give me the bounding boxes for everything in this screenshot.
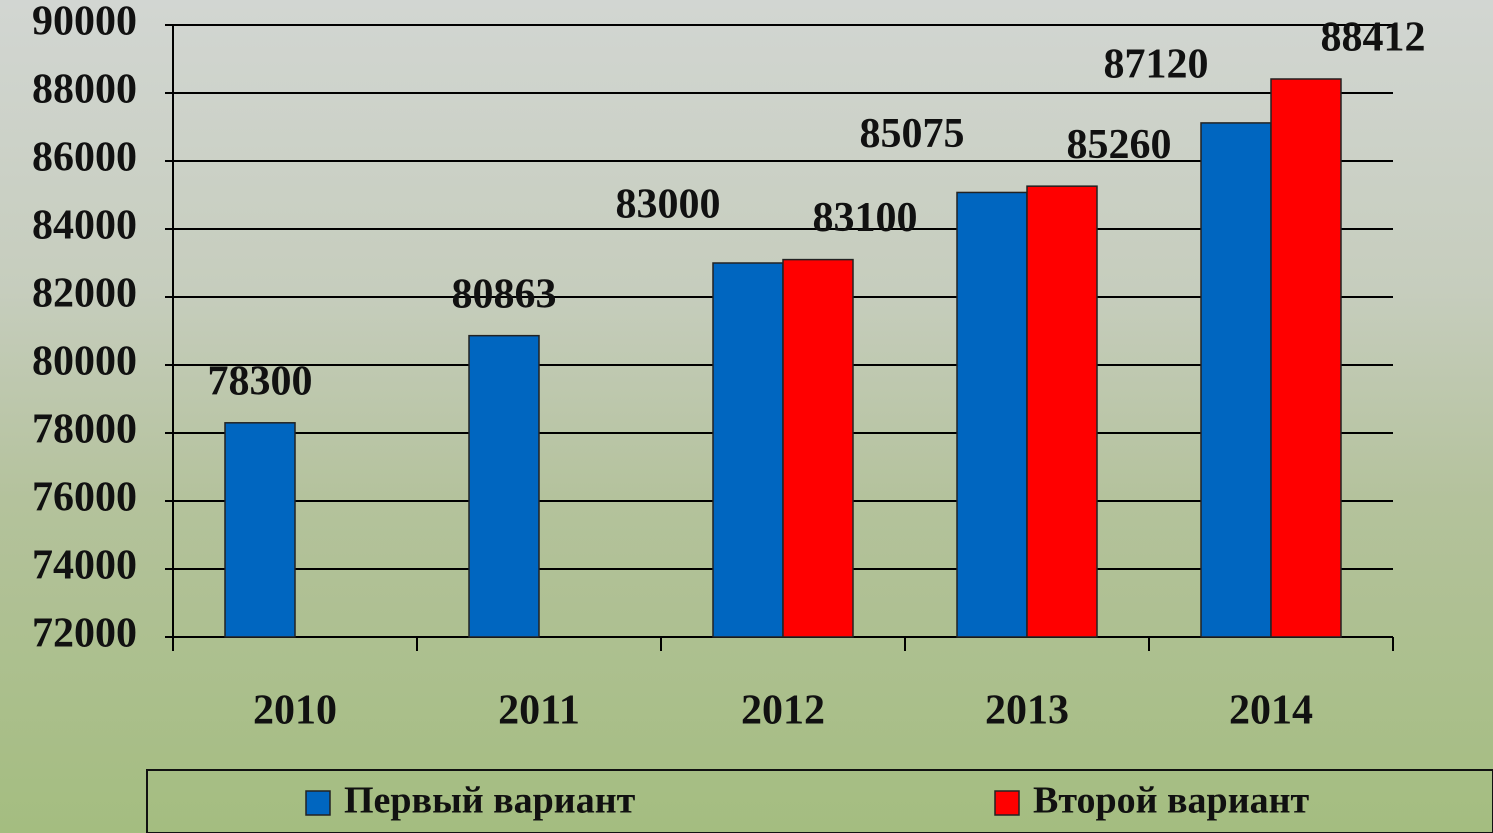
x-tick-label: 2010 [253,688,337,734]
bar [1270,78,1342,638]
y-tick-label: 88000 [32,67,137,113]
legend-label: Первый вариант [344,780,636,822]
bar [1200,122,1272,638]
bar [956,191,1028,638]
bar [782,258,854,638]
data-label: 85260 [1067,122,1172,168]
y-tick-label: 90000 [32,0,137,45]
y-tick-label: 80000 [32,339,137,385]
bar [712,262,784,638]
y-tick-label: 76000 [32,475,137,521]
x-tick-label: 2012 [741,688,825,734]
legend-swatch [994,790,1020,816]
data-label: 83000 [616,182,721,228]
data-label: 87120 [1104,42,1209,88]
x-tick-label: 2013 [985,688,1069,734]
bar [224,422,296,638]
data-label: 80863 [452,271,557,317]
y-tick-label: 84000 [32,203,137,249]
x-tick-label: 2011 [498,688,580,734]
bar [1026,185,1098,638]
legend-box [146,769,1493,833]
y-tick-label: 78000 [32,407,137,453]
data-label: 88412 [1321,15,1426,61]
x-tick-label: 2014 [1229,688,1313,734]
legend-label: Второй вариант [1033,780,1309,822]
y-tick-label: 86000 [32,135,137,181]
y-tick-label: 72000 [32,611,137,657]
bar [468,334,540,638]
legend-swatch [305,790,331,816]
data-label: 83100 [813,195,918,241]
y-tick-label: 82000 [32,271,137,317]
data-label: 78300 [208,358,313,404]
data-label: 85075 [860,111,965,157]
y-tick-label: 74000 [32,543,137,589]
